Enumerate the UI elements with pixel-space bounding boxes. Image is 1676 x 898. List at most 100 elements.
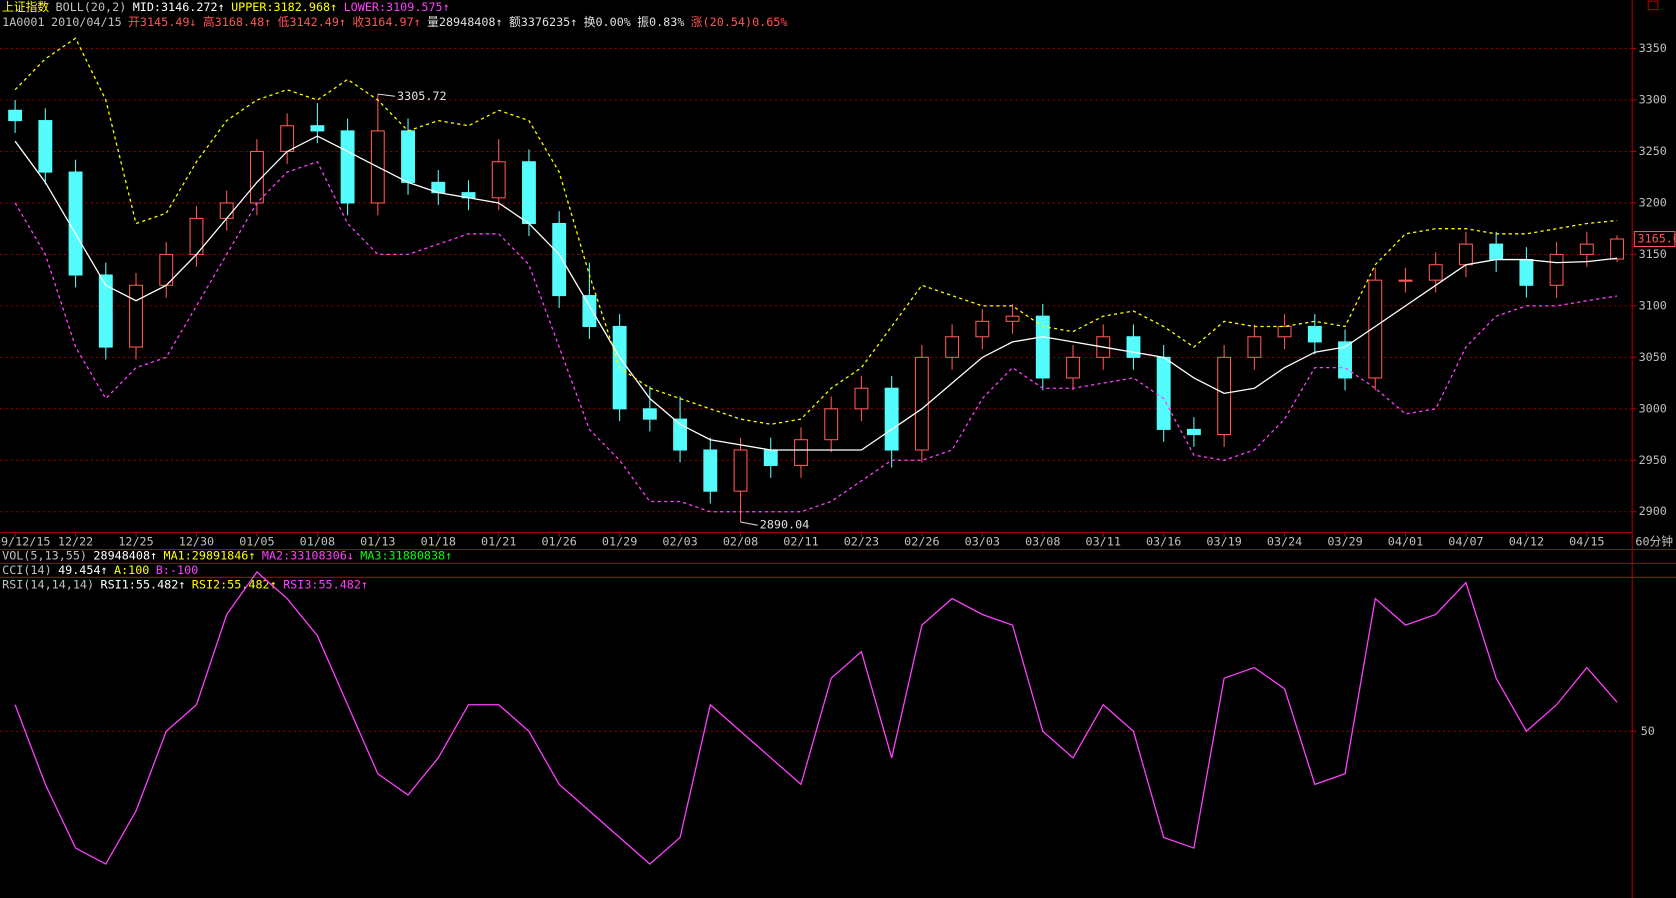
header-text: RSI2:55.482↑ <box>192 577 277 591</box>
x-tick-label: 03/08 <box>1025 535 1060 549</box>
annotation-leader <box>740 521 758 526</box>
header-text: 振0.83% <box>637 15 684 29</box>
candle-body <box>1156 356 1171 430</box>
header-text: MA3:31880838↑ <box>360 548 452 562</box>
annotation-leader <box>377 93 395 97</box>
candle-body <box>521 161 536 225</box>
header-text: 额3376235↑ <box>509 15 577 29</box>
x-tick-label: 02/11 <box>783 535 818 549</box>
header-text: 换0.00% <box>584 15 631 29</box>
candle-body <box>673 418 688 451</box>
candle-body <box>1277 325 1292 338</box>
x-tick-label: 01/21 <box>481 535 516 549</box>
candle-body <box>642 408 657 420</box>
candle-body <box>280 125 295 153</box>
candle-body <box>129 284 143 348</box>
candle-body <box>1610 238 1625 260</box>
last-price-box <box>1633 230 1676 248</box>
candle-body <box>854 387 869 410</box>
y-tick-label: 3200 <box>1639 195 1667 209</box>
header-text: 开3145.49↓ <box>128 15 196 29</box>
x-tick-label: 04/15 <box>1569 535 1604 549</box>
candle-body <box>98 274 113 348</box>
x-tick-label: 2009/12/15 <box>0 535 50 549</box>
candle-body <box>1307 325 1322 343</box>
candle-body <box>1579 243 1594 255</box>
y-tick-label: 2950 <box>1639 453 1667 467</box>
y-tick-label: 3250 <box>1639 144 1667 158</box>
candle-body <box>1035 315 1050 379</box>
header-text: 1A0001 <box>2 15 44 29</box>
x-tick-label: 02/23 <box>844 535 879 549</box>
y-tick-label: 3100 <box>1639 298 1667 312</box>
candle-body <box>884 387 899 451</box>
header-text: MID:3146.272↑ <box>133 0 225 14</box>
x-tick-label: 03/29 <box>1327 535 1362 549</box>
candle-body <box>914 356 929 451</box>
candle-body <box>491 161 506 199</box>
header-text: MA1:29891846↑ <box>164 548 256 562</box>
rsi-line <box>14 571 1618 865</box>
header-text: RSI(14,14,14) <box>2 577 94 591</box>
x-tick-label: 01/08 <box>300 535 335 549</box>
period-label: 60分钟 <box>1635 535 1673 549</box>
candle-body <box>1338 341 1352 379</box>
y-tick-label: 50 <box>1641 724 1655 738</box>
candle-body <box>1066 356 1080 379</box>
window-icon[interactable] <box>1647 0 1659 11</box>
header-text: A:100 <box>114 563 149 577</box>
annotation: 3305.72 <box>397 89 447 103</box>
y-tick-label: 3350 <box>1639 41 1667 55</box>
header-text: UPPER:3182.968↑ <box>231 0 337 14</box>
candle-body <box>763 449 778 466</box>
candle-body <box>1549 253 1564 286</box>
candle-body <box>794 439 808 466</box>
candle-body <box>38 120 53 173</box>
x-tick-label: 01/29 <box>602 535 637 549</box>
header-text: 收3164.97↑ <box>352 15 420 29</box>
header-text: 涨(20.54)0.65% <box>691 15 788 29</box>
x-tick-label: 03/24 <box>1267 535 1302 549</box>
header-text: BOLL(20,2) <box>56 0 127 14</box>
x-tick-label: 02/08 <box>723 535 758 549</box>
candle-body <box>552 223 567 297</box>
candle-body <box>582 295 597 328</box>
x-tick-label: 03/16 <box>1146 535 1181 549</box>
boll-line <box>14 160 1618 513</box>
candle-body <box>1005 315 1020 322</box>
candle-body <box>733 449 748 492</box>
header-text: 2010/04/15 <box>51 15 122 29</box>
boll-line <box>14 135 1618 451</box>
candle-body <box>824 408 839 441</box>
x-tick-label: 01/26 <box>541 535 576 549</box>
candle-body <box>975 320 990 338</box>
y-tick-label: 3000 <box>1639 401 1667 415</box>
x-tick-label: 02/03 <box>662 535 697 549</box>
x-tick-label: 04/01 <box>1388 535 1423 549</box>
x-tick-label: 02/26 <box>904 535 939 549</box>
header-text: MA2:33108306↓ <box>262 548 354 562</box>
y-tick-label: 3050 <box>1639 350 1667 364</box>
boll-line <box>14 37 1618 425</box>
x-tick-label: 12/30 <box>179 535 214 549</box>
candle-body <box>945 336 960 358</box>
x-tick-label: 04/07 <box>1448 535 1483 549</box>
x-tick-label: 12/22 <box>58 535 93 549</box>
header-text: 28948408↑ <box>93 548 157 562</box>
x-tick-label: 03/11 <box>1086 535 1121 549</box>
candle-body <box>310 125 325 132</box>
candle-body <box>1428 264 1443 281</box>
x-tick-label: 03/19 <box>1206 535 1241 549</box>
y-tick-label: 2900 <box>1639 504 1667 518</box>
candle-body <box>8 109 23 122</box>
candle-body <box>340 130 355 204</box>
candle-body <box>68 171 83 276</box>
x-tick-label: 03/03 <box>965 535 1000 549</box>
candle-body <box>1247 336 1262 358</box>
candle-body <box>1217 356 1232 436</box>
header-text: 量28948408↑ <box>427 15 502 29</box>
candle-body <box>1489 243 1504 261</box>
candle-body <box>1398 279 1413 282</box>
y-tick-label: 3300 <box>1639 93 1667 107</box>
